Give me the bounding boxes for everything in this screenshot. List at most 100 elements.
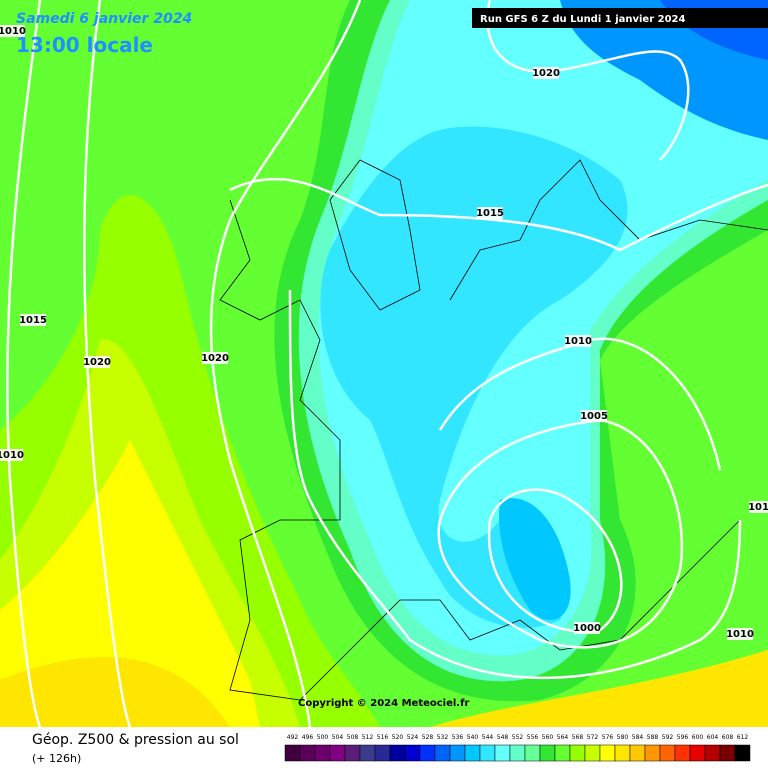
field-low xyxy=(499,498,571,620)
legend-label: 576 xyxy=(602,734,614,741)
legend-label: 492 xyxy=(287,734,299,741)
legend-label: 568 xyxy=(572,734,584,741)
field-yellow-orange xyxy=(0,656,230,727)
legend-swatch xyxy=(329,744,346,762)
isobar xyxy=(6,0,42,728)
isobar xyxy=(486,0,690,161)
legend-label: 540 xyxy=(467,734,479,741)
legend-label: 532 xyxy=(437,734,449,741)
isobar-label: 1010 xyxy=(0,450,24,461)
legend-label: 612 xyxy=(737,734,749,741)
legend-swatch xyxy=(524,744,541,762)
legend-label: 564 xyxy=(557,734,569,741)
isobar xyxy=(437,418,684,649)
legend-swatch xyxy=(389,744,406,762)
field-yellow-se xyxy=(430,650,768,727)
run-banner xyxy=(472,8,768,28)
legend-swatch xyxy=(674,744,691,762)
footer-lead: (+ 126h) xyxy=(32,752,81,765)
isobar-label-bg xyxy=(84,356,110,368)
legend-swatch xyxy=(659,744,676,762)
isobar-label-bg xyxy=(533,67,559,79)
isobar-label: 1005 xyxy=(580,411,608,422)
legend-swatch xyxy=(569,744,586,762)
isobar xyxy=(209,0,362,728)
isobar xyxy=(229,177,768,252)
isobar-label-bg xyxy=(477,207,503,219)
isobar xyxy=(288,289,742,680)
legend-swatch xyxy=(464,744,481,762)
isobar-label: 1020 xyxy=(83,357,111,368)
isobar-label: 1010 xyxy=(748,502,768,513)
isobar-label: 1015 xyxy=(19,315,47,326)
legend-swatch xyxy=(584,744,601,762)
isobar-label: 1020 xyxy=(201,353,229,364)
isobar-label: 1015 xyxy=(476,208,504,219)
run-label: Run GFS 6 Z du Lundi 1 janvier 2024 xyxy=(480,14,686,25)
legend-label: 604 xyxy=(707,734,719,741)
isobar-label: 1000 xyxy=(573,623,601,634)
legend-label: 588 xyxy=(647,734,659,741)
legend-swatch xyxy=(554,744,571,762)
date-label: Samedi 6 janvier 2024 xyxy=(16,11,192,27)
legend-label: 496 xyxy=(302,734,314,741)
legend-swatch xyxy=(614,744,631,762)
legend-swatch xyxy=(509,744,526,762)
legend-label: 572 xyxy=(587,734,599,741)
legend-swatch xyxy=(434,744,451,762)
legend-swatch xyxy=(629,744,646,762)
isobar-label: 1010 xyxy=(0,26,26,37)
legend-label: 544 xyxy=(482,734,494,741)
legend-label: 560 xyxy=(542,734,554,741)
footer-title: Géop. Z500 & pression au sol xyxy=(32,732,239,748)
isobar xyxy=(487,488,623,633)
legend-label: 580 xyxy=(617,734,629,741)
isobar-label: 1010 xyxy=(564,336,592,347)
legend-swatch xyxy=(284,744,301,762)
legend-swatch xyxy=(479,744,496,762)
legend-swatch xyxy=(449,744,466,762)
time-label: 13:00 locale xyxy=(16,33,153,57)
legend-swatch xyxy=(359,744,376,762)
isobar-label-bg xyxy=(581,410,607,422)
legend-label: 500 xyxy=(317,734,329,741)
legend-swatch xyxy=(704,744,721,762)
legend-label: 552 xyxy=(512,734,524,741)
isobar-label-bg xyxy=(202,352,228,364)
legend-swatch xyxy=(494,744,511,762)
legend-label: 504 xyxy=(332,734,344,741)
isobar-label-bg xyxy=(565,335,591,347)
isobar-label: 1010 xyxy=(726,629,754,640)
legend-label: 528 xyxy=(422,734,434,741)
legend-label: 512 xyxy=(362,734,374,741)
legend-label: 508 xyxy=(347,734,359,741)
legend-label: 536 xyxy=(452,734,464,741)
legend-swatch xyxy=(314,744,331,762)
field-yellow xyxy=(0,440,260,727)
copyright: Copyright © 2024 Meteociel.fr xyxy=(298,698,469,709)
isobar-label: 1020 xyxy=(532,68,560,79)
legend-label: 524 xyxy=(407,734,419,741)
legend-swatch xyxy=(344,744,361,762)
legend-label: 592 xyxy=(662,734,674,741)
isobar-label-bg xyxy=(574,622,600,634)
legend-swatch xyxy=(689,744,706,762)
field-light-blue xyxy=(320,126,628,628)
isobar-label-bg xyxy=(0,449,23,461)
legend-swatch xyxy=(404,744,421,762)
legend-label: 516 xyxy=(377,734,389,741)
legend-label: 600 xyxy=(692,734,704,741)
legend-swatch xyxy=(299,744,316,762)
legend-label: 608 xyxy=(722,734,734,741)
isobar-label-bg xyxy=(0,25,25,37)
isobar-label-bg xyxy=(749,501,768,513)
legend-swatch xyxy=(719,744,736,762)
legend-swatch xyxy=(734,744,751,762)
legend-swatch xyxy=(374,744,391,762)
legend-label: 520 xyxy=(392,734,404,741)
coastline xyxy=(219,159,768,701)
legend-label: 596 xyxy=(677,734,689,741)
legend-label: 556 xyxy=(527,734,539,741)
legend-swatch xyxy=(539,744,556,762)
